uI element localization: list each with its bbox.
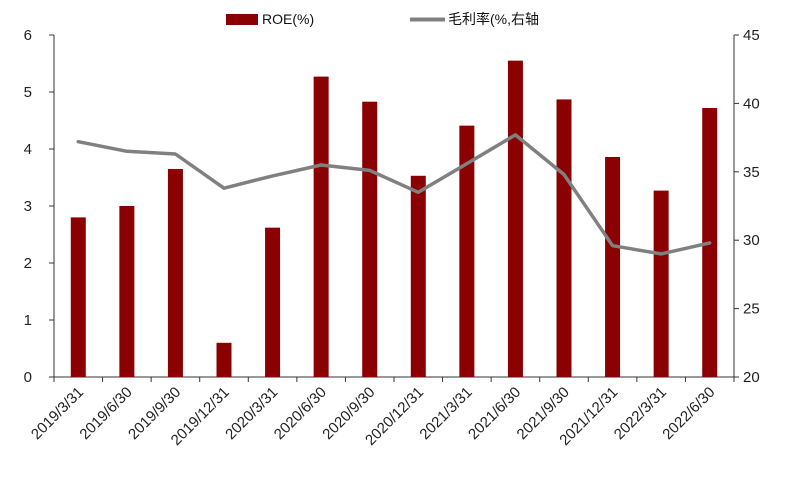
legend-label-roe: ROE(%) (262, 11, 314, 27)
roe-bar (313, 76, 329, 378)
chart-legend: ROE(%) 毛利率(%,右轴 (226, 11, 539, 27)
x-axis-tick-label: 2022/6/30 (659, 384, 718, 443)
left-axis-tick-label: 1 (24, 312, 32, 329)
legend-label-gross-margin: 毛利率(%,右轴 (448, 11, 539, 27)
roe-bar (216, 342, 232, 377)
roe-bar (265, 227, 281, 377)
left-axis-tick-label: 4 (24, 141, 32, 158)
right-axis-tick-label: 30 (743, 232, 760, 249)
roe-bar (410, 175, 426, 377)
roe-bar (605, 156, 621, 377)
roe-bar (70, 217, 86, 377)
right-axis-tick-label: 45 (743, 27, 760, 44)
right-axis-tick-label: 25 (743, 301, 760, 318)
right-axis-tick-label: 35 (743, 164, 760, 181)
roe-bar (167, 168, 183, 377)
left-axis-tick-label: 6 (24, 27, 32, 44)
x-axis-labels: 2019/3/312019/6/302019/9/302019/12/31202… (28, 384, 719, 449)
roe-bar (507, 60, 523, 378)
left-axis-tick-label: 5 (24, 84, 32, 101)
roe-bar (653, 190, 669, 377)
roe-bar (556, 99, 572, 377)
right-axis-tick-label: 40 (743, 95, 760, 112)
left-axis-tick-label: 3 (24, 198, 32, 215)
gross-margin-line (76, 133, 712, 256)
roe-bar (459, 125, 475, 377)
legend-swatch-roe (226, 14, 258, 25)
roe-bars (70, 60, 718, 378)
left-axis-tick-label: 2 (24, 255, 32, 272)
roe-bar (362, 101, 378, 377)
right-axis-tick-label: 20 (743, 369, 760, 386)
gross-margin-polyline (76, 133, 712, 256)
left-axis-tick-label: 0 (24, 369, 32, 386)
roe-bar (119, 206, 135, 377)
